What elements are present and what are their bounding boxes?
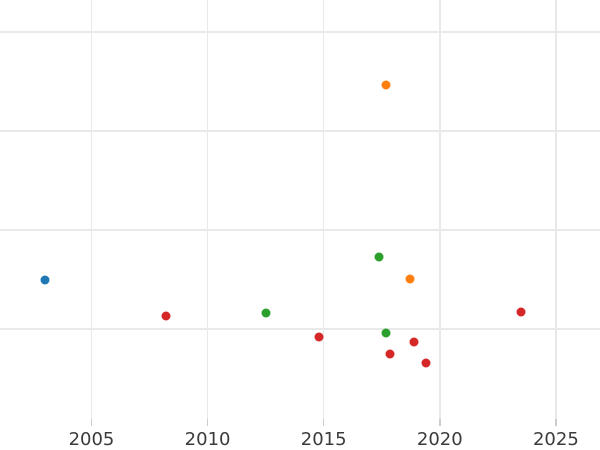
y-gridline bbox=[0, 130, 600, 132]
y-gridline bbox=[0, 229, 600, 231]
data-point-red bbox=[161, 311, 171, 321]
x-tick-label: 2025 bbox=[532, 429, 579, 450]
x-gridline bbox=[206, 0, 209, 419]
y-gridline bbox=[0, 328, 600, 330]
data-point-red bbox=[516, 307, 526, 317]
x-tick-mark bbox=[322, 419, 325, 426]
x-gridline bbox=[555, 0, 557, 419]
x-tick-label: 2005 bbox=[68, 429, 115, 450]
data-point-green bbox=[381, 328, 391, 338]
x-tick-mark bbox=[206, 419, 209, 426]
x-tick-label: 2015 bbox=[300, 429, 347, 450]
x-tick-mark bbox=[555, 419, 557, 426]
x-tick-mark bbox=[439, 419, 441, 426]
data-point-blue bbox=[40, 275, 50, 285]
x-tick-label: 2010 bbox=[184, 429, 231, 450]
x-gridline bbox=[439, 0, 441, 419]
data-point-green bbox=[261, 308, 271, 318]
x-gridline bbox=[90, 0, 93, 419]
x-gridline bbox=[322, 0, 325, 419]
data-point-red bbox=[314, 332, 324, 342]
data-point-red bbox=[409, 337, 419, 347]
y-gridline bbox=[0, 31, 600, 33]
x-tick-mark bbox=[90, 419, 93, 426]
x-tick-label: 2020 bbox=[416, 429, 463, 450]
plot-area bbox=[0, 0, 600, 419]
data-point-red bbox=[385, 349, 395, 359]
data-point-green bbox=[374, 252, 384, 262]
data-point-orange bbox=[405, 274, 415, 284]
data-point-red bbox=[421, 358, 431, 368]
data-point-orange bbox=[381, 80, 391, 90]
